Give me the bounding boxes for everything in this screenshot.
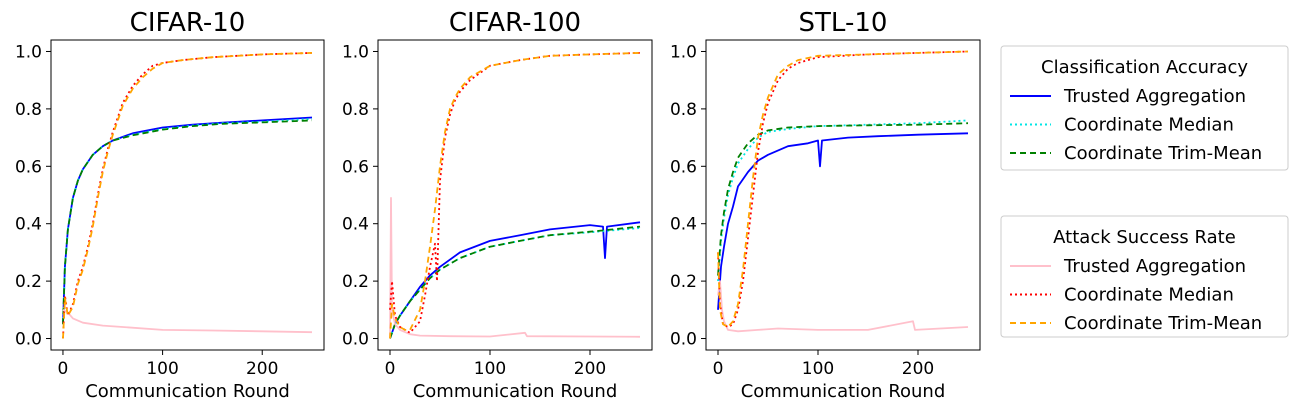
y-tick-label: 1.0 — [15, 42, 42, 62]
series-line-accuracy-coordinate-trim-mean — [62, 119, 313, 325]
y-tick-label: 0.0 — [15, 330, 42, 350]
y-tick-label: 0.6 — [342, 157, 369, 177]
series-line-attack-coordinate-median — [389, 52, 641, 334]
series-line-attack-coordinate-trim-mean — [717, 50, 969, 328]
y-tick-label: 0.4 — [670, 215, 697, 235]
legend-box — [1000, 45, 1289, 171]
x-tick-label: 200 — [902, 359, 934, 379]
x-tick-label: 0 — [713, 359, 724, 379]
series-lines — [717, 50, 969, 333]
x-tick-label: 100 — [802, 359, 834, 379]
legend-entry-label: Trusted Aggregation — [1063, 256, 1246, 277]
y-tick-label: 0.4 — [15, 215, 42, 235]
y-tick-label: 0.2 — [342, 272, 369, 292]
y-tick-label: 0.0 — [670, 330, 697, 350]
series-line-accuracy-coordinate-median — [62, 118, 313, 325]
legend-title: Classification Accuracy — [1041, 57, 1248, 78]
x-axis-label: Communication Round — [413, 381, 618, 402]
x-tick-label: 200 — [246, 359, 278, 379]
y-tick-label: 0.8 — [670, 100, 697, 120]
plot-panels: CIFAR-100.00.20.40.60.81.00 100 200Communi… — [15, 8, 981, 402]
legend-entry-label: Coordinate Median — [1064, 115, 1234, 136]
legend-title: Attack Success Rate — [1053, 227, 1236, 248]
legends: Classification Accuracy Trusted Aggregati… — [1000, 45, 1289, 338]
series-line-attack-trusted-aggregation — [389, 196, 641, 339]
series-lines — [389, 52, 641, 339]
series-line-attack-trusted-aggregation — [62, 309, 313, 334]
panel-title: CIFAR-10 — [130, 8, 246, 38]
legend-entry-label: Coordinate Median — [1064, 285, 1234, 306]
x-tick-label: 100 — [474, 359, 506, 379]
series-line-accuracy-coordinate-trim-mean — [717, 122, 969, 276]
x-axis-label: Communication Round — [741, 381, 946, 402]
x-tick-label: 0 — [385, 359, 396, 379]
series-line-attack-trusted-aggregation — [717, 280, 969, 333]
y-tick-label: 0.0 — [342, 330, 369, 350]
legend-entry-label: Coordinate Trim-Mean — [1064, 313, 1262, 334]
plot-frame — [50, 39, 325, 351]
y-tick-label: 0.8 — [15, 100, 42, 120]
series-line-accuracy-coordinate-median — [717, 119, 969, 282]
panel-1: CIFAR-10 0.0 0.2 0.4 0.6 0.8 1.0 0 100 200Communi… — [15, 8, 325, 402]
series-line-accuracy-coordinate-trim-mean — [389, 225, 641, 339]
series-lines — [62, 52, 313, 339]
series-line-attack-coordinate-trim-mean — [62, 52, 313, 339]
x-tick-label: 0 — [58, 359, 69, 379]
x-tick-label: 200 — [574, 359, 606, 379]
y-tick-label: 0.4 — [342, 215, 369, 235]
plot-frame — [377, 39, 653, 351]
series-line-accuracy-trusted-aggregation — [717, 132, 969, 310]
series-line-attack-coordinate-trim-mean — [389, 52, 641, 339]
x-axis-label: Communication Round — [85, 381, 290, 402]
series-line-attack-coordinate-median — [717, 50, 969, 328]
series-line-accuracy-trusted-aggregation — [389, 221, 641, 339]
series-line-attack-coordinate-median — [62, 52, 313, 339]
y-tick-label: 0.6 — [15, 157, 42, 177]
y-tick-label: 1.0 — [342, 42, 369, 62]
y-tick-label: 0.6 — [670, 157, 697, 177]
legend-classification-accuracy: Classification Accuracy Trusted Aggregati… — [1000, 45, 1289, 171]
legend-entry-label: Trusted Aggregation — [1063, 86, 1246, 107]
y-tick-label: 0.8 — [342, 100, 369, 120]
panel-3: STL-10 0.0 0.2 0.4 0.6 0.8 1.0 0 100 200Communica… — [670, 8, 981, 402]
legend-box — [1000, 215, 1289, 338]
panel-title: CIFAR-100 — [449, 8, 581, 38]
panel-title: STL-10 — [799, 8, 888, 38]
y-tick-label: 0.2 — [670, 272, 697, 292]
x-tick-label: 100 — [146, 359, 178, 379]
y-tick-label: 1.0 — [670, 42, 697, 62]
y-tick-label: 0.2 — [15, 272, 42, 292]
panel-2: CIFAR-100 0.0 0.2 0.4 0.6 0.8 1.0 0 100 200Commun… — [342, 8, 653, 402]
plot-frame — [705, 39, 981, 351]
legend-entry-label: Coordinate Trim-Mean — [1064, 143, 1262, 164]
legend-attack-success-rate: Attack Success Rate Trusted Aggregation Co… — [1000, 215, 1289, 338]
